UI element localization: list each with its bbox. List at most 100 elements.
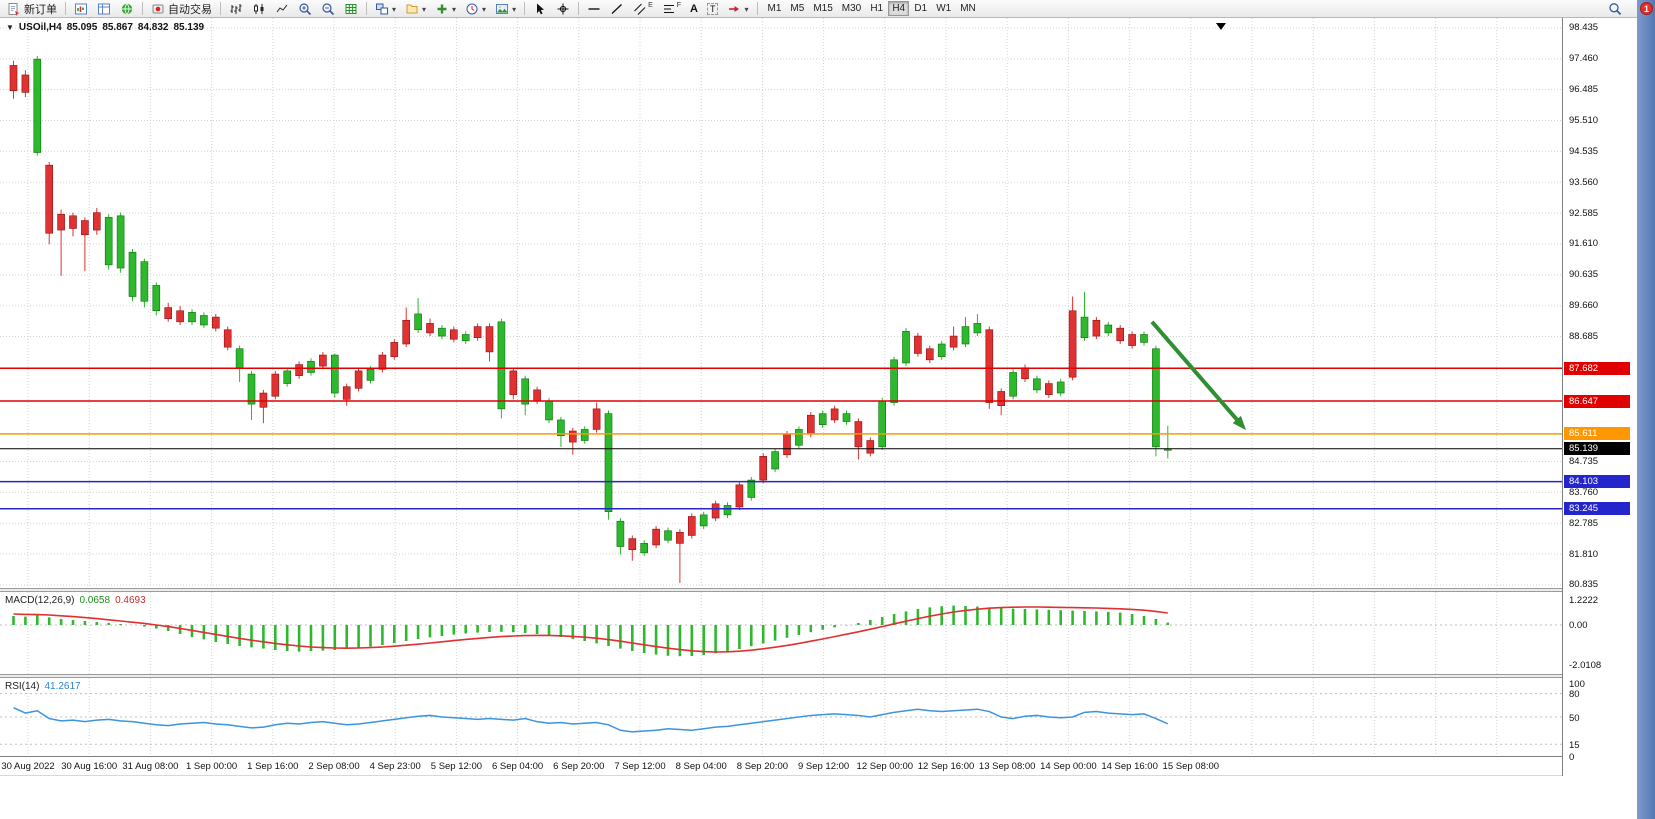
timeframe-button-mn[interactable]: MN bbox=[956, 1, 980, 16]
line-chart-type-button[interactable] bbox=[271, 1, 293, 17]
charts-window-button[interactable] bbox=[70, 1, 92, 17]
price-axis[interactable]: 98.435 97.460 96.485 95.510 94.535 93.560 92.5… bbox=[1562, 18, 1637, 776]
text-tool-icon: A bbox=[690, 2, 698, 15]
text-tool-button[interactable]: A bbox=[686, 1, 702, 17]
price-axis-label: 98.435 bbox=[1569, 22, 1599, 34]
timeframe-button-h1[interactable]: H1 bbox=[866, 1, 887, 16]
time-axis-label: 4 Sep 23:00 bbox=[369, 761, 421, 772]
toolbar-separator bbox=[578, 2, 580, 15]
bar-chart-type-button[interactable] bbox=[225, 1, 247, 17]
line-chart-icon bbox=[275, 2, 289, 16]
price-axis-label: 97.460 bbox=[1569, 53, 1599, 65]
macd-panel-canvas[interactable] bbox=[0, 592, 1562, 674]
equidistant-channel-button[interactable]: E bbox=[629, 1, 657, 17]
rsi-line bbox=[13, 706, 1169, 733]
bar-chart-icon bbox=[229, 2, 243, 16]
navigator-button[interactable] bbox=[116, 1, 138, 17]
profiles-folder-icon bbox=[405, 2, 419, 16]
divider-macd-rsi[interactable] bbox=[0, 674, 1637, 678]
time-axis-label: 14 Sep 16:00 bbox=[1101, 761, 1158, 772]
fibonacci-glyph: F bbox=[676, 1, 682, 9]
timeframe-button-d1[interactable]: D1 bbox=[910, 1, 931, 16]
price-axis-label: 92.585 bbox=[1569, 207, 1599, 219]
search-button[interactable] bbox=[1604, 1, 1626, 17]
cursor-button[interactable] bbox=[529, 1, 551, 17]
chart-symbol-label: ▼ USOil,H4 85.095 85.867 84.832 85.139 bbox=[6, 22, 204, 33]
new-chart-button[interactable] bbox=[371, 1, 400, 17]
profiles-button[interactable] bbox=[401, 1, 430, 17]
text-label-button[interactable]: T bbox=[703, 1, 723, 17]
templates-button[interactable] bbox=[491, 1, 520, 17]
fibonacci-button[interactable]: F bbox=[658, 1, 685, 17]
new-chart-icon bbox=[375, 2, 389, 16]
time-axis-label: 13 Sep 08:00 bbox=[978, 761, 1036, 772]
time-axis-label: 8 Sep 04:00 bbox=[675, 761, 727, 772]
time-axis-label: 6 Sep 04:00 bbox=[491, 761, 544, 772]
autotrading-label: 自动交易 bbox=[168, 3, 212, 16]
timeframe-button-w1[interactable]: W1 bbox=[932, 1, 955, 16]
rsi-axis-label: 80 bbox=[1569, 689, 1580, 701]
time-axis-label: 7 Sep 12:00 bbox=[614, 761, 666, 772]
timeframe-button-m15[interactable]: M15 bbox=[809, 1, 836, 16]
trend-arrow[interactable] bbox=[1150, 320, 1246, 431]
price-lines-layer bbox=[0, 367, 1562, 510]
candlestick-type-button[interactable] bbox=[248, 1, 270, 17]
indicators-button[interactable] bbox=[431, 1, 460, 17]
time-axis-label: 31 Aug 08:00 bbox=[122, 761, 179, 772]
clock-icon bbox=[465, 2, 479, 16]
ohlc-high: 85.867 bbox=[102, 22, 133, 33]
time-axis-label: 12 Sep 00:00 bbox=[856, 761, 914, 772]
horizontal-line-button[interactable] bbox=[583, 1, 605, 17]
macd-axis-label: 0.00 bbox=[1569, 619, 1588, 631]
arrows-objects-button[interactable] bbox=[723, 1, 752, 17]
ohlc-low: 84.832 bbox=[137, 22, 169, 33]
rsi-axis-label: 100 bbox=[1569, 679, 1585, 690]
timeframe-button-m5[interactable]: M5 bbox=[786, 1, 808, 16]
zoom-out-button[interactable] bbox=[317, 1, 339, 17]
toolbar-separator bbox=[366, 2, 367, 15]
time-axis-label: 15 Sep 08:00 bbox=[1162, 761, 1220, 772]
grid-toggle-button[interactable] bbox=[340, 1, 362, 17]
right-scroll-strip[interactable] bbox=[1637, 0, 1655, 819]
zoom-in-button[interactable] bbox=[294, 1, 316, 17]
toolbar-separator bbox=[220, 2, 221, 15]
time-axis-label: 2 Sep 08:00 bbox=[308, 761, 360, 772]
divider-main-macd[interactable] bbox=[0, 588, 1637, 592]
chart-shift-marker[interactable] bbox=[1216, 23, 1226, 30]
price-axis-label: 82.785 bbox=[1569, 517, 1599, 529]
macd-signal-value: 0.4693 bbox=[115, 595, 146, 606]
time-axis-label: 14 Sep 00:00 bbox=[1040, 761, 1097, 772]
toolbar-separator bbox=[756, 2, 758, 15]
one-click-trading-arrow[interactable]: ▼ bbox=[6, 23, 14, 32]
timeframe-button-m30[interactable]: M30 bbox=[838, 1, 865, 16]
symbol-period-text: USOil,H4 bbox=[18, 22, 62, 33]
notification-badge[interactable]: 1 bbox=[1640, 2, 1653, 15]
dropdown-caret-icon bbox=[512, 3, 516, 15]
macd-signal-line bbox=[13, 606, 1168, 653]
main-chart-canvas[interactable] bbox=[0, 18, 1562, 588]
dropdown-caret-icon bbox=[482, 3, 486, 15]
market-watch-icon bbox=[97, 2, 111, 16]
toolbar-separator bbox=[524, 2, 526, 15]
crosshair-button[interactable] bbox=[552, 1, 574, 17]
timeframe-button-m1[interactable]: M1 bbox=[764, 1, 786, 16]
rsi-name: RSI(14) bbox=[5, 681, 40, 692]
ohlc-open: 85.095 bbox=[66, 22, 98, 33]
time-axis-label: 6 Sep 20:00 bbox=[553, 761, 605, 772]
time-axis[interactable]: 30 Aug 2022 30 Aug 16:00 31 Aug 08:00 1 Sep… bbox=[0, 756, 1637, 776]
price-badge-85.611: 85.611 bbox=[1564, 427, 1630, 441]
macd-name: MACD(12,26,9) bbox=[5, 595, 75, 606]
new-order-button[interactable]: 新订单 bbox=[3, 1, 61, 17]
macd-label: MACD(12,26,9) 0.0658 0.4693 bbox=[5, 595, 146, 606]
time-axis-label: 9 Sep 12:00 bbox=[797, 761, 850, 772]
market-watch-button[interactable] bbox=[93, 1, 115, 17]
autotrading-button[interactable]: 自动交易 bbox=[147, 1, 216, 17]
timeframe-button-h4[interactable]: H4 bbox=[888, 1, 910, 16]
macd-histogram bbox=[12, 605, 1170, 657]
periods-button[interactable] bbox=[461, 1, 490, 17]
rsi-label: RSI(14) 41.2617 bbox=[5, 681, 81, 692]
rsi-panel-canvas[interactable] bbox=[0, 678, 1562, 756]
add-indicator-icon bbox=[437, 4, 447, 13]
trendline-button[interactable] bbox=[606, 1, 628, 17]
time-axis-label: 5 Sep 12:00 bbox=[430, 761, 483, 772]
